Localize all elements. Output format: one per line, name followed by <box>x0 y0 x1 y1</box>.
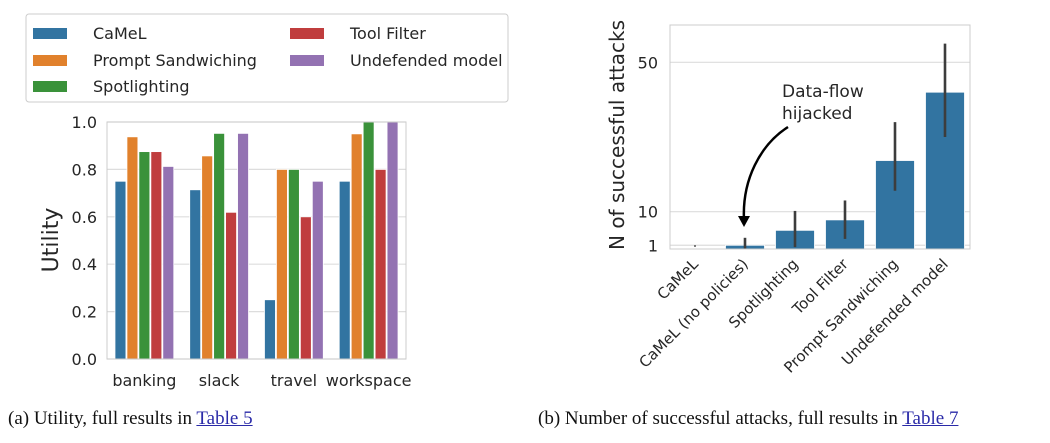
bar-prompt-sandwiching-travel <box>276 168 288 360</box>
bar-prompt-sandwiching-workspace <box>350 133 363 360</box>
bar-spotlighting-travel <box>287 168 300 360</box>
legend: CaMeL Prompt Sandwiching Spotlighting Tool … <box>25 13 509 103</box>
arrow-head-icon <box>738 216 750 227</box>
bar-spotlighting-slack <box>213 132 226 360</box>
legend-swatch <box>290 28 324 39</box>
annotation: Data-flow hijacked <box>738 82 864 227</box>
y-tick-label: 1 <box>648 236 658 255</box>
legend-label: Tool Filter <box>349 24 426 43</box>
x-tick-label: workspace <box>326 371 412 390</box>
plot-frame <box>669 24 971 250</box>
y-tick-label: 0.0 <box>72 350 97 369</box>
x-tick-label: banking <box>112 371 176 390</box>
bar-prompt-sandwiching-slack <box>201 155 214 360</box>
bar-spotlighting-banking <box>138 151 151 360</box>
bar-camel-slack <box>189 189 202 360</box>
bar-spotlighting-workspace <box>362 121 375 360</box>
annotation-line-2: hijacked <box>782 104 852 124</box>
table-7-link[interactable]: Table 7 <box>902 408 959 429</box>
annotation-arrow <box>742 125 789 221</box>
caption-a: (a) Utility, full results in Table 5 <box>8 408 253 430</box>
y-tick-label: 0.2 <box>72 303 97 322</box>
annotation-line-1: Data-flow <box>782 82 864 102</box>
bar-prompt-sandwiching-banking <box>126 136 139 360</box>
x-tick-label: travel <box>271 371 317 390</box>
bar-undefended-model-slack <box>237 132 249 360</box>
legend-label: Prompt Sandwiching <box>93 51 257 70</box>
y-tick-label: 0.6 <box>72 208 97 227</box>
utility-chart: CaMeL Prompt Sandwiching Spotlighting Tool … <box>25 13 509 390</box>
table-5-link[interactable]: Table 5 <box>196 408 253 429</box>
bar-tool-filter-travel <box>299 216 312 360</box>
bar-undefended-model-workspace <box>386 121 399 360</box>
bar-camel-travel <box>264 299 276 360</box>
bar-tool-filter-workspace <box>374 168 387 360</box>
caption-b: (b) Number of successful attacks, full r… <box>538 408 958 430</box>
legend-label: Undefended model <box>350 51 503 70</box>
legend-label: CaMeL <box>93 24 147 43</box>
legend-swatch <box>33 55 67 66</box>
legend-label: Spotlighting <box>93 77 190 96</box>
bar-undefended-model-banking <box>162 166 175 360</box>
y-tick-label: 0.8 <box>72 160 97 179</box>
caption-a-text: (a) Utility, full results in <box>8 408 197 429</box>
y-tick-label: 50 <box>638 53 658 72</box>
y-tick-label: 10 <box>638 203 658 222</box>
legend-swatch <box>33 28 67 39</box>
legend-swatch <box>33 81 67 92</box>
x-tick-label: CaMeL <box>654 255 703 304</box>
caption-b-text: (b) Number of successful attacks, full r… <box>538 408 903 429</box>
bar-tool-filter-slack <box>225 211 237 360</box>
plot-frame <box>106 121 407 360</box>
y-tick-label: 0.4 <box>72 255 97 274</box>
y-axis-label: N of successful attacks <box>605 20 629 250</box>
bar-camel-workspace <box>338 180 351 360</box>
y-axis-label: Utility <box>39 208 64 273</box>
x-tick-label: slack <box>199 371 240 390</box>
y-tick-label: 1.0 <box>72 113 97 132</box>
bar-tool-filter-banking <box>150 151 163 360</box>
bar-undefended-model-travel <box>311 180 324 360</box>
bar-camel-banking <box>114 180 127 360</box>
legend-swatch <box>290 55 324 66</box>
